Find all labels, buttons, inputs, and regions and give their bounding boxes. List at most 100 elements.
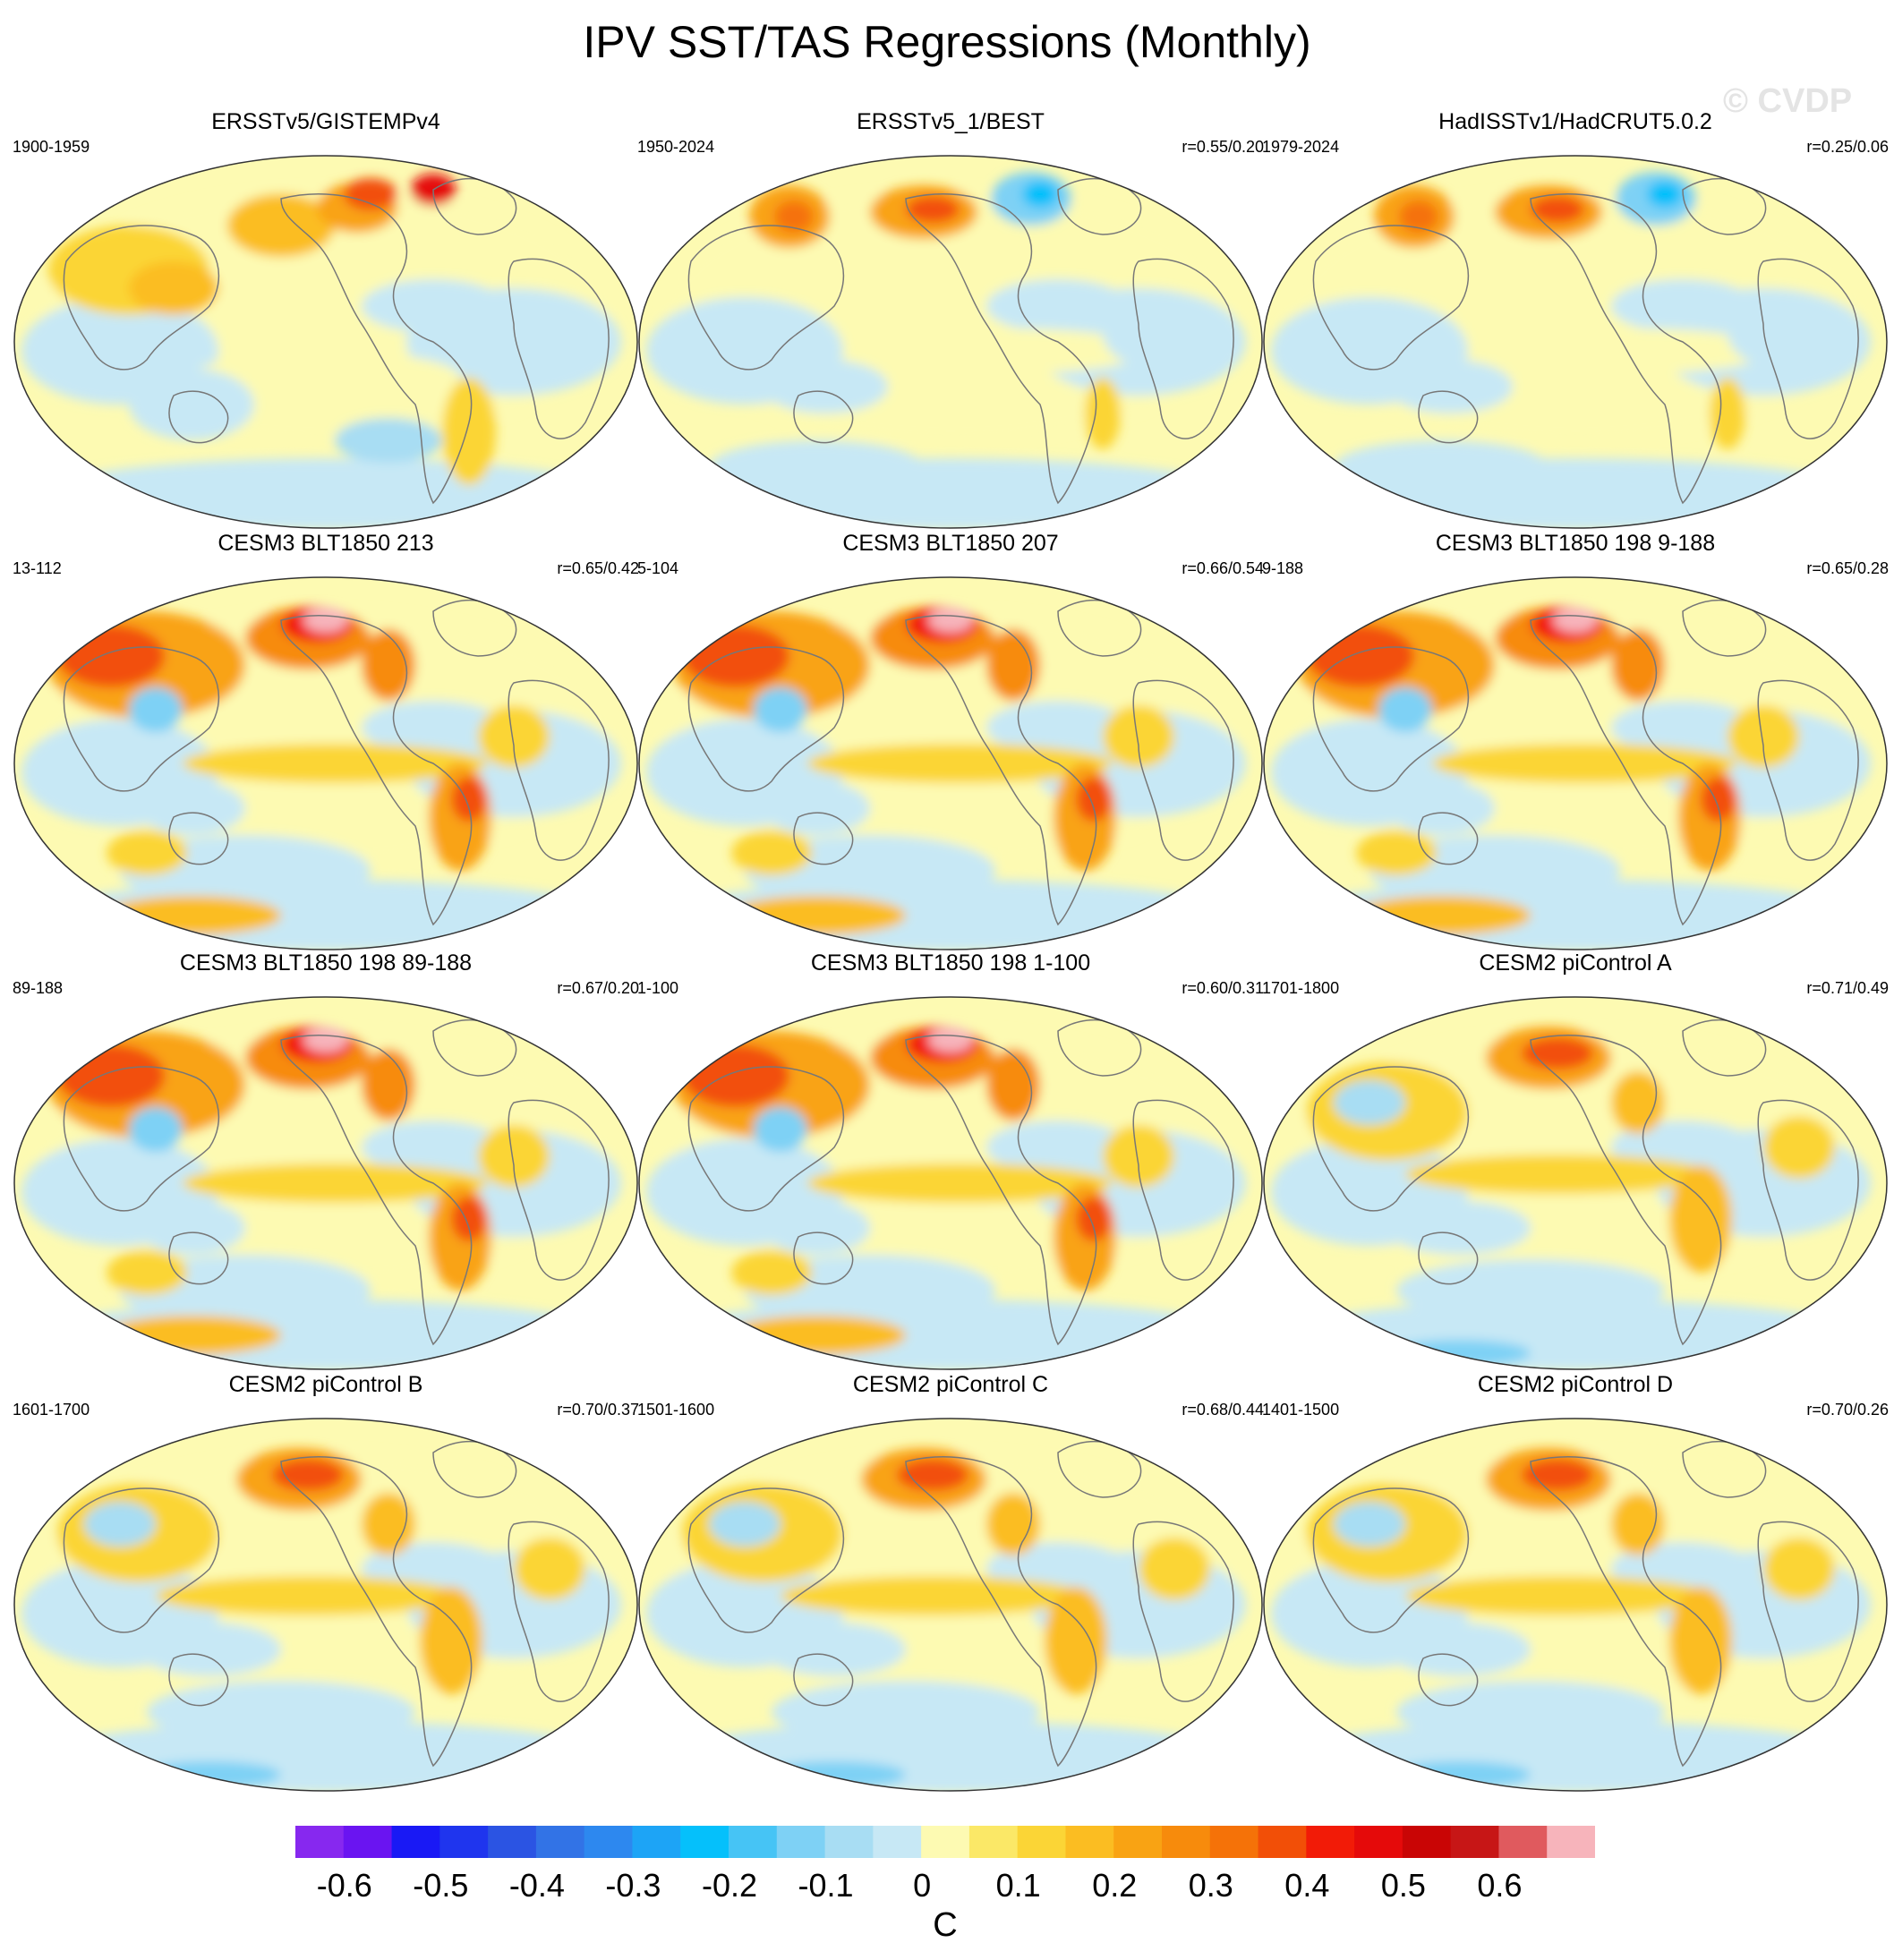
anomaly-region <box>84 1502 156 1547</box>
panel-period: 1900-1959 <box>13 138 90 156</box>
panel-correlation: r=0.70/0.26 <box>1806 1401 1889 1419</box>
coastline <box>1418 1231 1479 1285</box>
coastline <box>793 1653 854 1707</box>
anomaly-region <box>57 1044 165 1107</box>
coastline <box>432 600 517 657</box>
anomaly-region <box>102 1316 281 1355</box>
coastline <box>1057 1441 1142 1498</box>
panel-title: CESM2 piControl D <box>1477 1372 1674 1397</box>
anomaly-region <box>362 1121 505 1174</box>
coastline <box>1418 812 1479 865</box>
world-map <box>13 1418 638 1792</box>
anomaly-region <box>1553 608 1598 633</box>
anomaly-region <box>763 1761 906 1788</box>
coastline <box>280 193 473 505</box>
panel-correlation: r=0.66/0.54 <box>1182 559 1264 577</box>
panel-period: 1-100 <box>637 979 679 997</box>
world-map <box>638 155 1263 529</box>
anomaly-region <box>1356 831 1437 875</box>
coastline <box>687 646 845 792</box>
anomaly-region <box>897 1459 968 1491</box>
coastline <box>168 1653 229 1707</box>
coastline <box>1132 1099 1234 1281</box>
anomaly-region <box>1531 196 1584 223</box>
anomaly-region <box>1334 1502 1405 1547</box>
anomaly-region <box>731 831 812 875</box>
anomaly-region <box>763 781 870 835</box>
colorbar-tick-label: -0.3 <box>605 1867 661 1904</box>
colorbar-swatch <box>488 1826 537 1858</box>
colorbar-swatch <box>439 1826 489 1858</box>
anomaly-region <box>1611 629 1665 701</box>
anomaly-region <box>138 1761 281 1788</box>
colorbar-tick-label: 0.3 <box>1188 1867 1233 1904</box>
panel-period: 5-104 <box>637 559 679 577</box>
colorbar-swatch <box>584 1826 633 1858</box>
panel-title: CESM3 BLT1850 198 1-100 <box>810 950 1091 976</box>
anomaly-region <box>362 1049 415 1121</box>
anomaly-region <box>1611 1071 1665 1134</box>
panel-correlation: r=0.68/0.44 <box>1182 1401 1264 1419</box>
anomaly-region <box>183 1163 487 1203</box>
map-panel: CESM2 piControl B 1601-1700 r=0.70/0.37 <box>13 1372 639 1793</box>
map-panel: CESM3 BLT1850 207 5-104 r=0.66/0.54 <box>637 531 1264 951</box>
map-border <box>1263 996 1888 1370</box>
anomaly-region <box>1387 360 1513 413</box>
anomaly-region <box>709 440 924 494</box>
colorbar-swatch <box>295 1826 345 1858</box>
anomaly-region <box>362 1493 415 1555</box>
colorbar-swatch <box>776 1826 826 1858</box>
anomaly-region <box>1387 1761 1531 1788</box>
anomaly-region <box>1396 1681 1665 1743</box>
colorbar-swatch <box>1306 1826 1355 1858</box>
coastline <box>687 1487 845 1633</box>
anomaly-region <box>754 687 807 732</box>
anomaly-region <box>303 608 348 633</box>
map-panel: CESM2 piControl A 1701-1800 r=0.71/0.49 <box>1262 950 1889 1371</box>
colorbar-bar <box>295 1826 1595 1858</box>
anomaly-region <box>107 831 187 875</box>
colorbar-swatch <box>535 1826 585 1858</box>
anomaly-region <box>227 194 335 257</box>
coastline <box>1312 225 1470 371</box>
anomaly-region <box>303 1027 348 1052</box>
anomaly-region <box>1334 1080 1405 1125</box>
coastline <box>905 1456 1097 1768</box>
anomaly-region <box>451 1197 487 1241</box>
coastline <box>1682 1019 1767 1077</box>
anomaly-region <box>772 1681 1040 1743</box>
anomaly-region <box>344 178 397 210</box>
coastline <box>1530 193 1722 505</box>
panel-title: CESM2 piControl C <box>852 1372 1049 1397</box>
colorbar-tick-label: 0.1 <box>995 1867 1041 1904</box>
anomaly-region <box>272 1459 344 1491</box>
panel-period: 1501-1600 <box>637 1401 715 1419</box>
anomaly-region <box>183 744 487 783</box>
anomaly-region <box>1669 1165 1732 1273</box>
panel-title: HadISSTv1/HadCRUT5.0.2 <box>1438 109 1712 134</box>
anomaly-region <box>928 608 973 633</box>
anomaly-region <box>1763 1538 1835 1600</box>
coastline <box>508 1099 610 1281</box>
anomaly-region <box>1045 1587 1107 1694</box>
anomaly-region <box>1763 1116 1835 1179</box>
coastline <box>508 1521 610 1702</box>
coastline <box>168 390 229 444</box>
coastline <box>1312 1487 1470 1633</box>
panel-correlation: r=0.60/0.31 <box>1182 979 1264 997</box>
anomaly-region <box>57 625 165 687</box>
anomaly-region <box>1647 181 1683 208</box>
anomaly-region <box>451 777 487 822</box>
anomaly-region <box>1611 279 1754 333</box>
coastline <box>63 646 220 792</box>
panel-correlation: r=0.65/0.28 <box>1806 559 1889 577</box>
coastline <box>432 178 517 235</box>
anomaly-region <box>1387 1340 1531 1367</box>
coastline <box>1418 1653 1479 1707</box>
coastline <box>168 1231 229 1285</box>
anomaly-region <box>478 1125 550 1188</box>
colorbar-swatch <box>873 1826 922 1858</box>
anomaly-region <box>1076 777 1112 822</box>
coastline <box>905 615 1097 926</box>
coastline <box>1057 178 1142 235</box>
